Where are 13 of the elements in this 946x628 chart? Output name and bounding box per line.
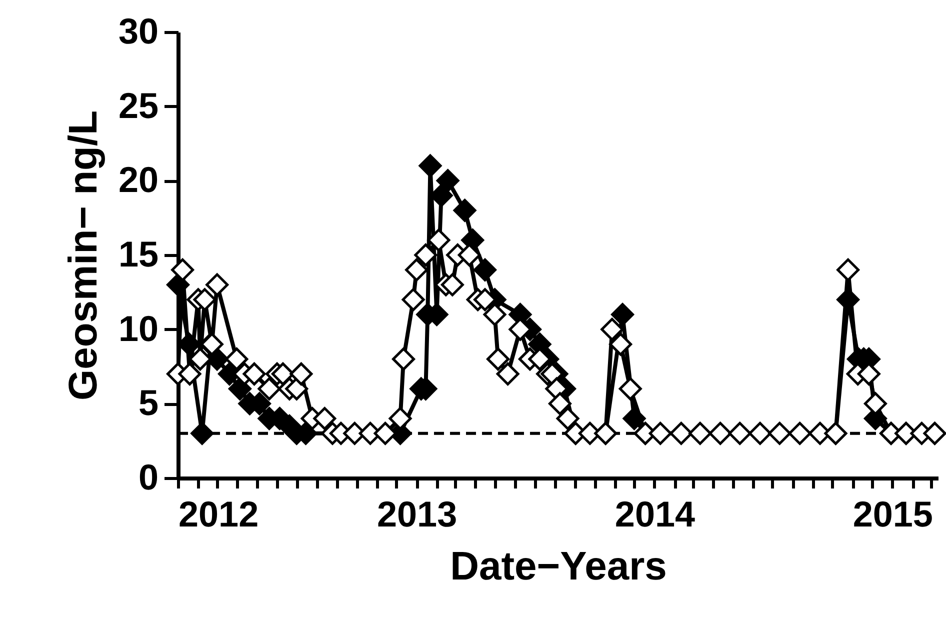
y-tick-label: 10 <box>118 308 158 349</box>
y-tick-label: 30 <box>118 10 158 52</box>
x-axis-title: Date−Years <box>450 544 667 588</box>
y-tick-label: 20 <box>118 159 158 200</box>
x-tick-label: 2014 <box>614 494 696 534</box>
x-tick-label: 2015 <box>852 494 933 534</box>
y-axis-title: Geosmin− ng/L <box>61 110 106 401</box>
x-tick-label: 2013 <box>377 494 458 534</box>
y-tick-label: 0 <box>138 456 158 498</box>
x-tick-label: 2012 <box>178 494 259 534</box>
y-tick-label: 25 <box>118 84 158 126</box>
y-tick-label: 5 <box>138 382 158 424</box>
y-tick-label: 15 <box>118 234 158 274</box>
